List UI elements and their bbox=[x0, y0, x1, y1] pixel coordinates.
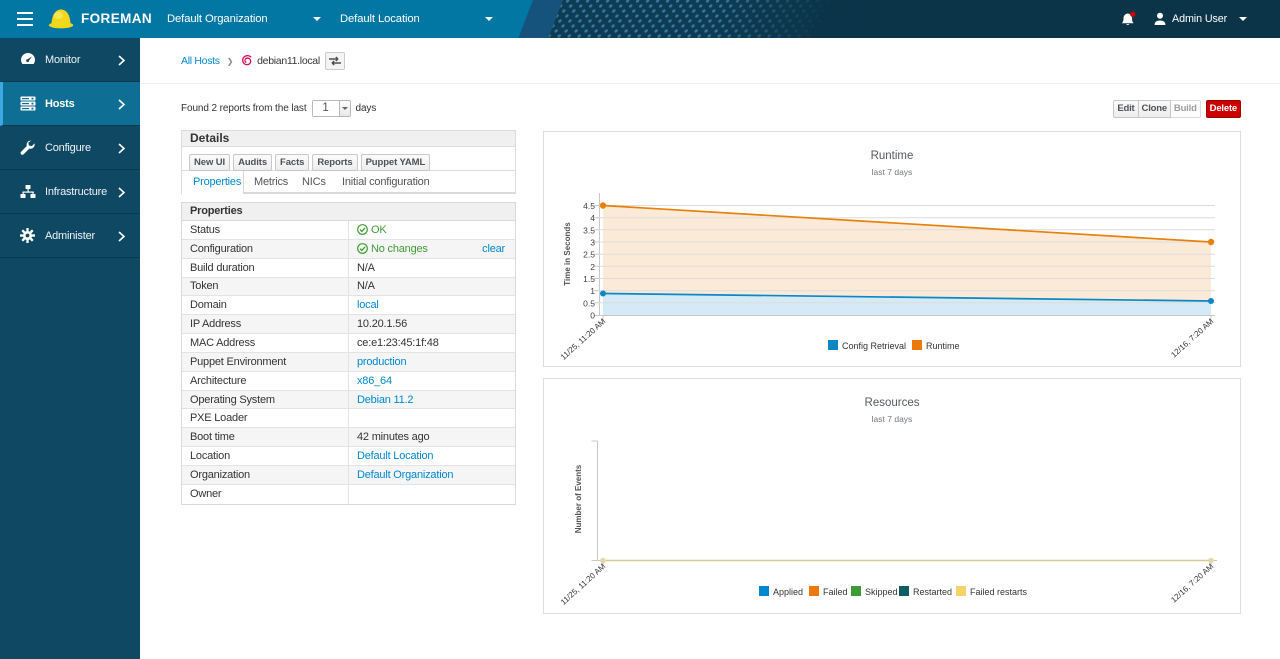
svg-text:Runtime: Runtime bbox=[926, 341, 960, 351]
svg-text:Number of Events: Number of Events bbox=[574, 464, 583, 533]
svg-text:Time in Seconds: Time in Seconds bbox=[563, 222, 572, 286]
svg-text:Config Retrieval: Config Retrieval bbox=[842, 341, 906, 351]
svg-text:Failed restarts: Failed restarts bbox=[970, 587, 1028, 597]
svg-text:2: 2 bbox=[590, 262, 595, 272]
svg-text:0.5: 0.5 bbox=[583, 298, 595, 308]
svg-text:12/16, 7:20 AM: 12/16, 7:20 AM bbox=[1169, 562, 1215, 605]
svg-text:1.5: 1.5 bbox=[583, 274, 595, 284]
svg-text:3: 3 bbox=[590, 238, 595, 248]
svg-text:11/25, 11:20 AM: 11/25, 11:20 AM bbox=[559, 562, 608, 607]
svg-text:Runtime: Runtime bbox=[871, 150, 914, 162]
svg-text:4: 4 bbox=[590, 213, 595, 223]
svg-text:1: 1 bbox=[590, 286, 595, 296]
svg-text:Failed: Failed bbox=[823, 587, 848, 597]
svg-text:Resources: Resources bbox=[865, 397, 920, 409]
svg-text:Skipped: Skipped bbox=[865, 587, 898, 597]
svg-text:3.5: 3.5 bbox=[583, 225, 595, 235]
svg-text:12/16, 7:20 AM: 12/16, 7:20 AM bbox=[1169, 317, 1215, 360]
svg-text:Applied: Applied bbox=[773, 587, 803, 597]
svg-text:4.5: 4.5 bbox=[583, 201, 595, 211]
svg-text:11/25, 11:20 AM: 11/25, 11:20 AM bbox=[559, 317, 608, 362]
svg-text:2.5: 2.5 bbox=[583, 250, 595, 260]
svg-text:last 7 days: last 7 days bbox=[872, 167, 913, 177]
svg-text:Restarted: Restarted bbox=[913, 587, 952, 597]
svg-text:last 7 days: last 7 days bbox=[872, 414, 913, 424]
svg-text:0: 0 bbox=[590, 311, 595, 321]
